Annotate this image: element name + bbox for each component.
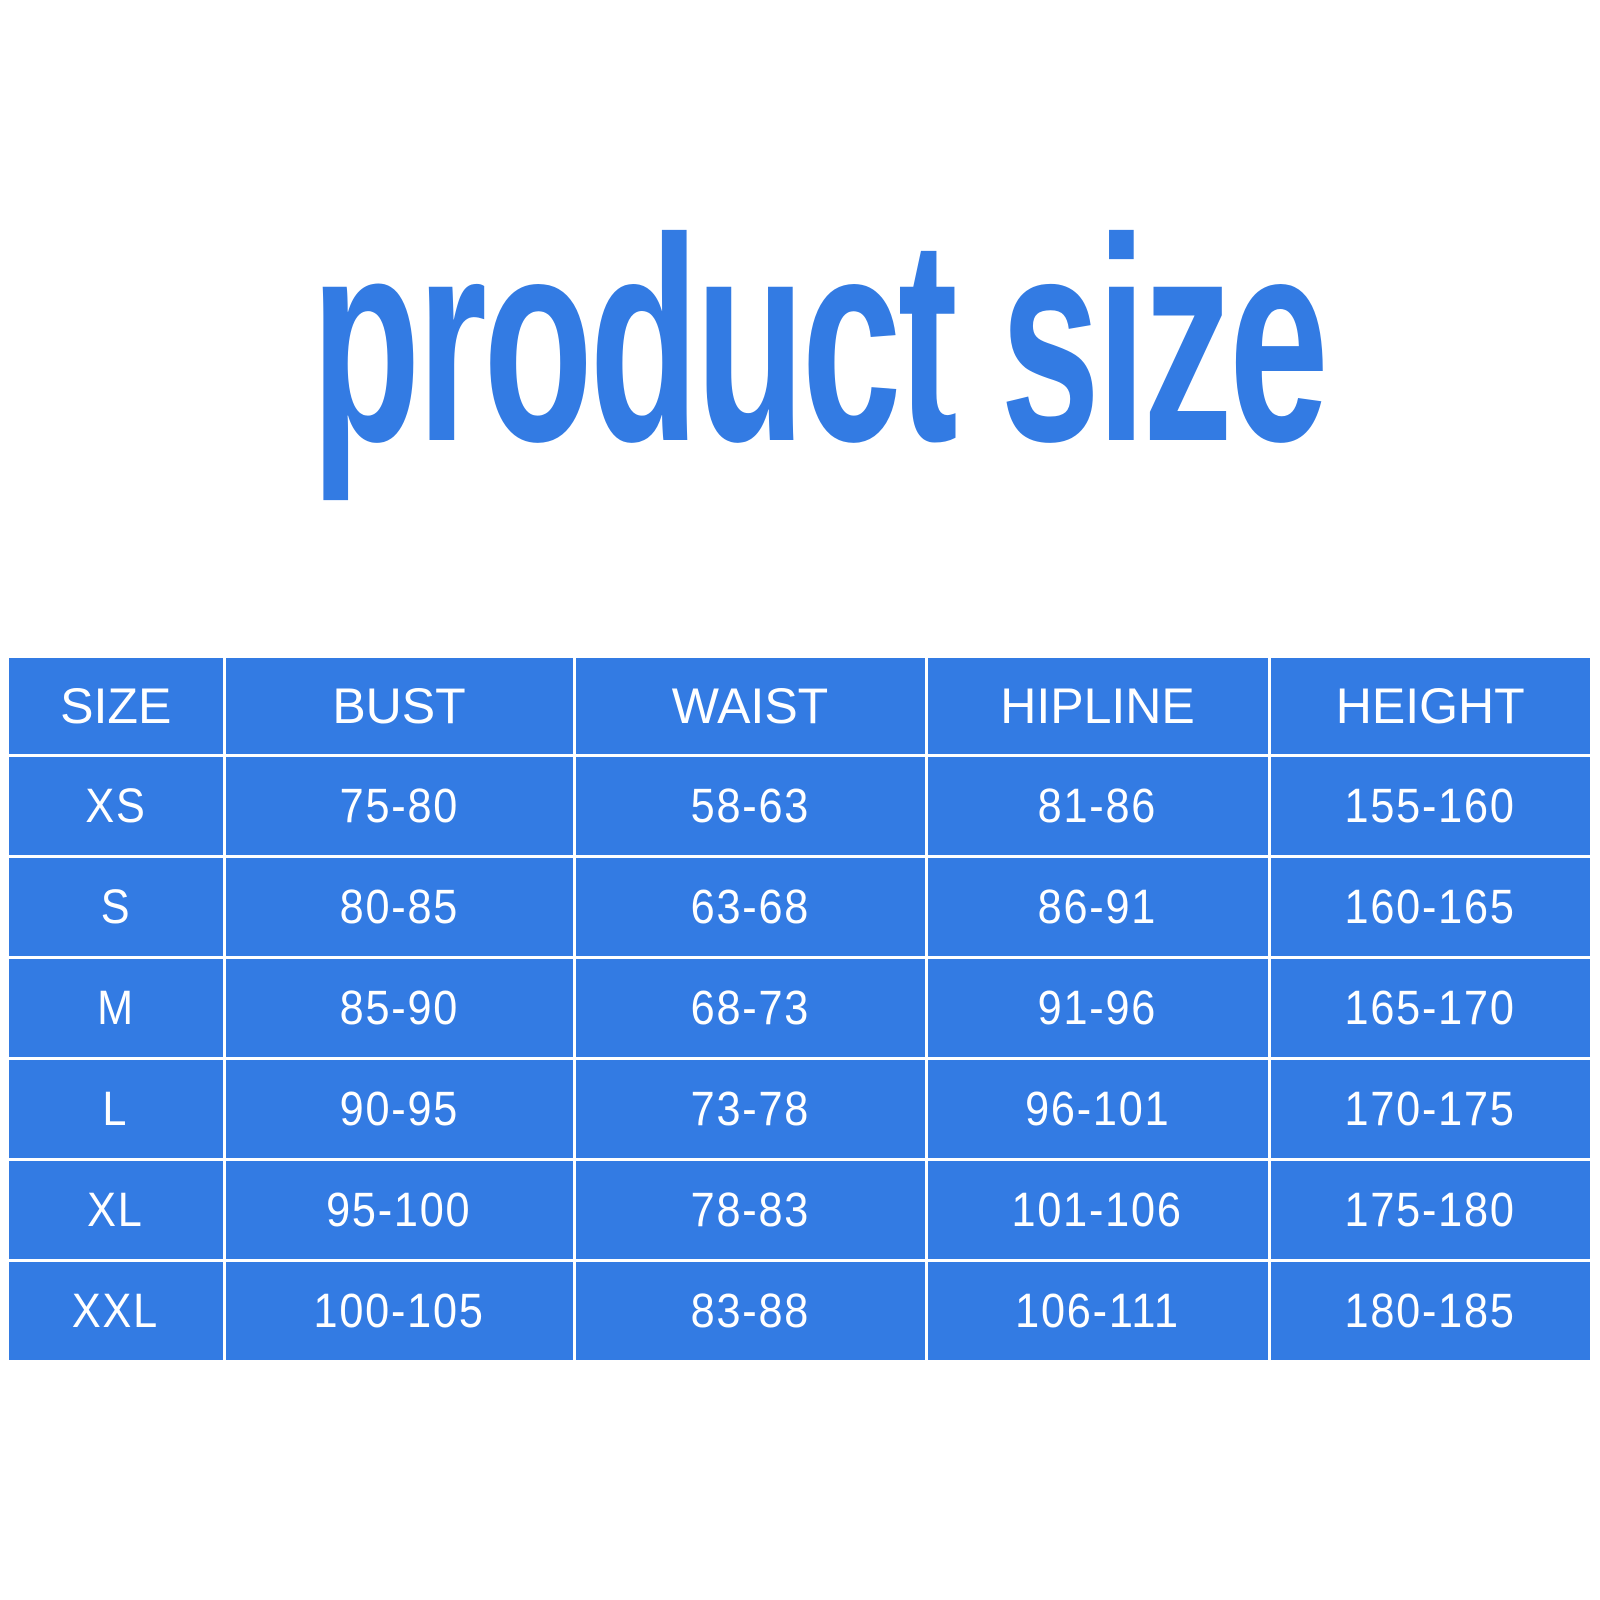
table-cell-height: 180-185 (1267, 1259, 1590, 1360)
cell-value: 100-105 (313, 1284, 485, 1338)
table-cell-bust: 90-95 (222, 1057, 576, 1161)
cell-value: XS (85, 779, 147, 833)
table-cell-height: 160-165 (1267, 855, 1590, 959)
table-cell-hipline: 101-106 (924, 1158, 1271, 1262)
cell-value: L (102, 1082, 129, 1136)
table-cell-size: XS (9, 754, 226, 858)
table-row: S 80-85 63-68 86-91 160-165 (9, 855, 1590, 959)
table-row: XS 75-80 58-63 81-86 155-160 (9, 754, 1590, 858)
table-cell-bust: 80-85 (222, 855, 576, 959)
table-row: XXL 100-105 83-88 106-111 180-185 (9, 1259, 1590, 1360)
table-cell-bust: 75-80 (222, 754, 576, 858)
table-cell-height: 170-175 (1267, 1057, 1590, 1161)
table-cell-hipline: 81-86 (924, 754, 1271, 858)
table-cell-height: 155-160 (1267, 754, 1590, 858)
table-cell-hipline: 96-101 (924, 1057, 1271, 1161)
cell-value: M (96, 981, 135, 1035)
table-cell-size: L (9, 1057, 226, 1161)
table-cell-size: XL (9, 1158, 226, 1262)
cell-value: 170-175 (1344, 1082, 1516, 1136)
cell-value: 78-83 (690, 1183, 810, 1237)
column-header-waist: WAIST (572, 658, 928, 757)
cell-value: 101-106 (1011, 1183, 1184, 1237)
table-cell-hipline: 91-96 (924, 956, 1271, 1060)
cell-value: XL (87, 1183, 144, 1237)
cell-value: 96-101 (1024, 1082, 1171, 1136)
cell-value: 73-78 (690, 1082, 810, 1136)
cell-value: 58-63 (690, 779, 810, 833)
cell-value: XXL (72, 1284, 160, 1338)
table-cell-height: 165-170 (1267, 956, 1590, 1060)
cell-value: 165-170 (1344, 981, 1516, 1035)
column-header-bust: BUST (222, 658, 576, 757)
size-chart-table: SIZE BUST WAIST HIPLINE HEIGHT XS 75-80 58-63 8… (9, 658, 1590, 1360)
cell-value: 90-95 (339, 1082, 459, 1136)
cell-value: S (100, 880, 132, 934)
cell-value: 81-86 (1037, 779, 1158, 833)
table-cell-size: M (9, 956, 226, 1060)
table-cell-waist: 68-73 (572, 956, 928, 1060)
page-title: product size (0, 195, 1600, 485)
cell-value: 68-73 (690, 981, 810, 1035)
cell-value: 85-90 (339, 981, 459, 1035)
table-cell-waist: 78-83 (572, 1158, 928, 1262)
cell-value: 75-80 (339, 779, 459, 833)
column-header-size: SIZE (9, 658, 226, 757)
cell-value: 86-91 (1037, 880, 1158, 934)
cell-value: 91-96 (1037, 981, 1158, 1035)
table-cell-bust: 95-100 (222, 1158, 576, 1262)
table-cell-waist: 83-88 (572, 1259, 928, 1360)
table-row: L 90-95 73-78 96-101 170-175 (9, 1057, 1590, 1161)
cell-value: 80-85 (339, 880, 459, 934)
table-row: M 85-90 68-73 91-96 165-170 (9, 956, 1590, 1060)
table-cell-waist: 63-68 (572, 855, 928, 959)
table-cell-waist: 73-78 (572, 1057, 928, 1161)
cell-value: 175-180 (1344, 1183, 1516, 1237)
cell-value: 160-165 (1344, 880, 1516, 934)
cell-value: 106-111 (1015, 1284, 1180, 1338)
table-cell-height: 175-180 (1267, 1158, 1590, 1262)
column-header-height: HEIGHT (1267, 658, 1590, 757)
table-cell-hipline: 106-111 (924, 1259, 1271, 1360)
table-cell-hipline: 86-91 (924, 855, 1271, 959)
cell-value: 180-185 (1344, 1284, 1516, 1338)
table-header-row: SIZE BUST WAIST HIPLINE HEIGHT (9, 658, 1590, 757)
cell-value: 155-160 (1344, 779, 1516, 833)
table-row: XL 95-100 78-83 101-106 175-180 (9, 1158, 1590, 1262)
cell-value: 83-88 (690, 1284, 810, 1338)
table-cell-bust: 100-105 (222, 1259, 576, 1360)
cell-value: 63-68 (690, 880, 810, 934)
table-cell-size: XXL (9, 1259, 226, 1360)
page-title-text: product size (310, 178, 1329, 502)
cell-value: 95-100 (326, 1183, 472, 1237)
table-cell-bust: 85-90 (222, 956, 576, 1060)
column-header-hipline: HIPLINE (924, 658, 1271, 757)
table-cell-size: S (9, 855, 226, 959)
table-cell-waist: 58-63 (572, 754, 928, 858)
